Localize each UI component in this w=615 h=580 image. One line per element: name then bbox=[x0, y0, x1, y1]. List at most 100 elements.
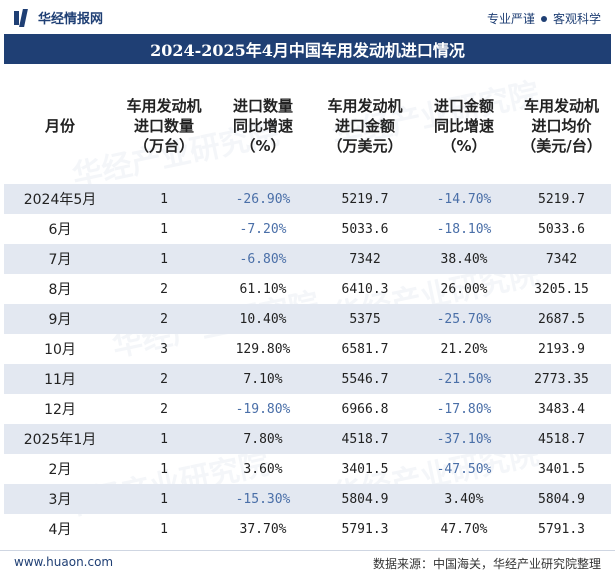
import-table: 月份 车用发动机 进口数量 （万台） 进口数量 同比增速 （%） 车用发动机 进… bbox=[4, 68, 611, 544]
cell-month: 7月 bbox=[4, 244, 116, 274]
cell-month: 2024年5月 bbox=[4, 184, 116, 214]
cell-import-amount: 6581.7 bbox=[341, 341, 389, 357]
cell-qty-yoy: 37.70% bbox=[239, 521, 287, 537]
table-row: 8月 2 61.10% 6410.3 26.00% 3205.15 bbox=[4, 274, 611, 304]
footer: www.huaon.com 数据来源：中国海关，华经产业研究院整理 bbox=[0, 550, 615, 575]
cell-amount-yoy: -17.80% bbox=[436, 401, 492, 417]
cell-amount-yoy: 38.40% bbox=[416, 244, 512, 274]
slogan-left: 专业严谨 bbox=[486, 12, 535, 26]
cell-import-amount: 5033.6 bbox=[341, 221, 389, 237]
cell-avg-price: 3483.4 bbox=[538, 401, 585, 417]
cell-amount-yoy: 3.40% bbox=[416, 484, 512, 514]
cell-import-qty: 1 bbox=[116, 244, 212, 274]
cell-avg-price: 3205.15 bbox=[534, 281, 589, 297]
cell-qty-yoy: -6.80% bbox=[212, 244, 314, 274]
cell-avg-price: 4518.7 bbox=[512, 424, 611, 454]
cell-avg-price: 5804.9 bbox=[512, 484, 611, 514]
cell-month: 12月 bbox=[44, 402, 76, 418]
cell-import-qty: 1 bbox=[160, 461, 168, 477]
cell-import-amount: 5804.9 bbox=[314, 484, 416, 514]
cell-amount-yoy: 21.20% bbox=[440, 341, 488, 357]
cell-import-amount: 5546.7 bbox=[314, 364, 416, 394]
cell-import-qty: 1 bbox=[160, 521, 168, 537]
cell-month: 4月 bbox=[48, 522, 72, 538]
top-bar: 华经情报网 专业严谨 客观科学 bbox=[0, 0, 615, 34]
cell-import-qty: 2 bbox=[116, 364, 212, 394]
website-link[interactable]: www.huaon.com bbox=[14, 555, 114, 569]
cell-import-qty: 2 bbox=[160, 401, 168, 417]
header-month: 月份 bbox=[44, 117, 75, 135]
cell-import-qty: 2 bbox=[160, 281, 168, 297]
cell-import-qty: 2 bbox=[116, 304, 212, 334]
cell-import-qty: 1 bbox=[116, 484, 212, 514]
cell-month: 11月 bbox=[4, 364, 116, 394]
bullet-dot-icon bbox=[540, 15, 547, 22]
cell-import-qty: 1 bbox=[116, 424, 212, 454]
cell-qty-yoy: 129.80% bbox=[235, 341, 291, 357]
cell-amount-yoy: -25.70% bbox=[416, 304, 512, 334]
cell-avg-price: 5791.3 bbox=[538, 521, 585, 537]
cell-qty-yoy: 61.10% bbox=[239, 281, 287, 297]
cell-qty-yoy: 10.40% bbox=[212, 304, 314, 334]
cell-amount-yoy: -18.10% bbox=[436, 221, 492, 237]
cell-amount-yoy: -14.70% bbox=[416, 184, 512, 214]
cell-avg-price: 2773.35 bbox=[512, 364, 611, 394]
cell-import-amount: 5219.7 bbox=[314, 184, 416, 214]
cell-avg-price: 5219.7 bbox=[512, 184, 611, 214]
logo-text: 华经情报网 bbox=[38, 12, 104, 27]
cell-avg-price: 3401.5 bbox=[538, 461, 585, 477]
cell-avg-price: 7342 bbox=[512, 244, 611, 274]
header-import-qty: 车用发动机 进口数量 （万台） bbox=[126, 97, 202, 155]
cell-avg-price: 5033.6 bbox=[538, 221, 585, 237]
cell-amount-yoy: -47.50% bbox=[436, 461, 492, 477]
table-row: 12月 2 -19.80% 6966.8 -17.80% 3483.4 bbox=[4, 394, 611, 424]
cell-import-amount: 6410.3 bbox=[341, 281, 389, 297]
cell-month: 8月 bbox=[48, 282, 72, 298]
page-title: 2024-2025年4月中国车用发动机进口情况 bbox=[4, 34, 611, 64]
cell-month: 3月 bbox=[4, 484, 116, 514]
cell-import-amount: 5791.3 bbox=[341, 521, 389, 537]
cell-qty-yoy: 7.10% bbox=[212, 364, 314, 394]
logo-mark-icon bbox=[14, 8, 32, 27]
header-import-amount: 车用发动机 进口金额 （万美元） bbox=[327, 97, 403, 155]
cell-qty-yoy: 3.60% bbox=[243, 461, 283, 477]
cell-amount-yoy: -37.10% bbox=[416, 424, 512, 454]
cell-month: 9月 bbox=[4, 304, 116, 334]
table-row: 6月 1 -7.20% 5033.6 -18.10% 5033.6 bbox=[4, 214, 611, 244]
cell-import-amount: 3401.5 bbox=[341, 461, 389, 477]
table-row: 7月 1 -6.80% 7342 38.40% 7342 bbox=[4, 244, 611, 274]
cell-month: 6月 bbox=[48, 222, 72, 238]
cell-amount-yoy: 47.70% bbox=[440, 521, 488, 537]
table-row: 11月 2 7.10% 5546.7 -21.50% 2773.35 bbox=[4, 364, 611, 394]
cell-amount-yoy: -21.50% bbox=[416, 364, 512, 394]
header-amount-yoy: 进口金额 同比增速 （%） bbox=[433, 97, 494, 155]
table-row: 10月 3 129.80% 6581.7 21.20% 2193.9 bbox=[4, 334, 611, 364]
data-source: 数据来源：中国海关，华经产业研究院整理 bbox=[372, 557, 601, 571]
cell-qty-yoy: -15.30% bbox=[212, 484, 314, 514]
cell-qty-yoy: -19.80% bbox=[235, 401, 291, 417]
cell-qty-yoy: -7.20% bbox=[239, 221, 287, 237]
slogan-right: 客观科学 bbox=[552, 12, 601, 26]
cell-amount-yoy: 26.00% bbox=[440, 281, 488, 297]
cell-import-amount: 7342 bbox=[314, 244, 416, 274]
cell-import-amount: 6966.8 bbox=[341, 401, 389, 417]
table-row: 9月 2 10.40% 5375 -25.70% 2687.5 bbox=[4, 304, 611, 334]
header-qty-yoy: 进口数量 同比增速 （%） bbox=[232, 97, 293, 155]
brand-logo[interactable]: 华经情报网 bbox=[14, 8, 103, 27]
cell-import-qty: 1 bbox=[160, 221, 168, 237]
cell-import-amount: 5375 bbox=[314, 304, 416, 334]
table-row: 2025年1月 1 7.80% 4518.7 -37.10% 4518.7 bbox=[4, 424, 611, 454]
slogan: 专业严谨 客观科学 bbox=[487, 10, 601, 27]
cell-qty-yoy: 7.80% bbox=[212, 424, 314, 454]
cell-import-amount: 4518.7 bbox=[314, 424, 416, 454]
table-row: 2024年5月 1 -26.90% 5219.7 -14.70% 5219.7 bbox=[4, 184, 611, 214]
cell-avg-price: 2193.9 bbox=[538, 341, 585, 357]
cell-month: 2月 bbox=[48, 462, 72, 478]
cell-month: 10月 bbox=[44, 342, 76, 358]
cell-month: 2025年1月 bbox=[4, 424, 116, 454]
cell-import-qty: 3 bbox=[160, 341, 168, 357]
cell-import-qty: 1 bbox=[116, 184, 212, 214]
header-avg-price: 车用发动机 进口均价 （美元/台） bbox=[521, 97, 602, 155]
table-row: 3月 1 -15.30% 5804.9 3.40% 5804.9 bbox=[4, 484, 611, 514]
table-row: 2月 1 3.60% 3401.5 -47.50% 3401.5 bbox=[4, 454, 611, 484]
